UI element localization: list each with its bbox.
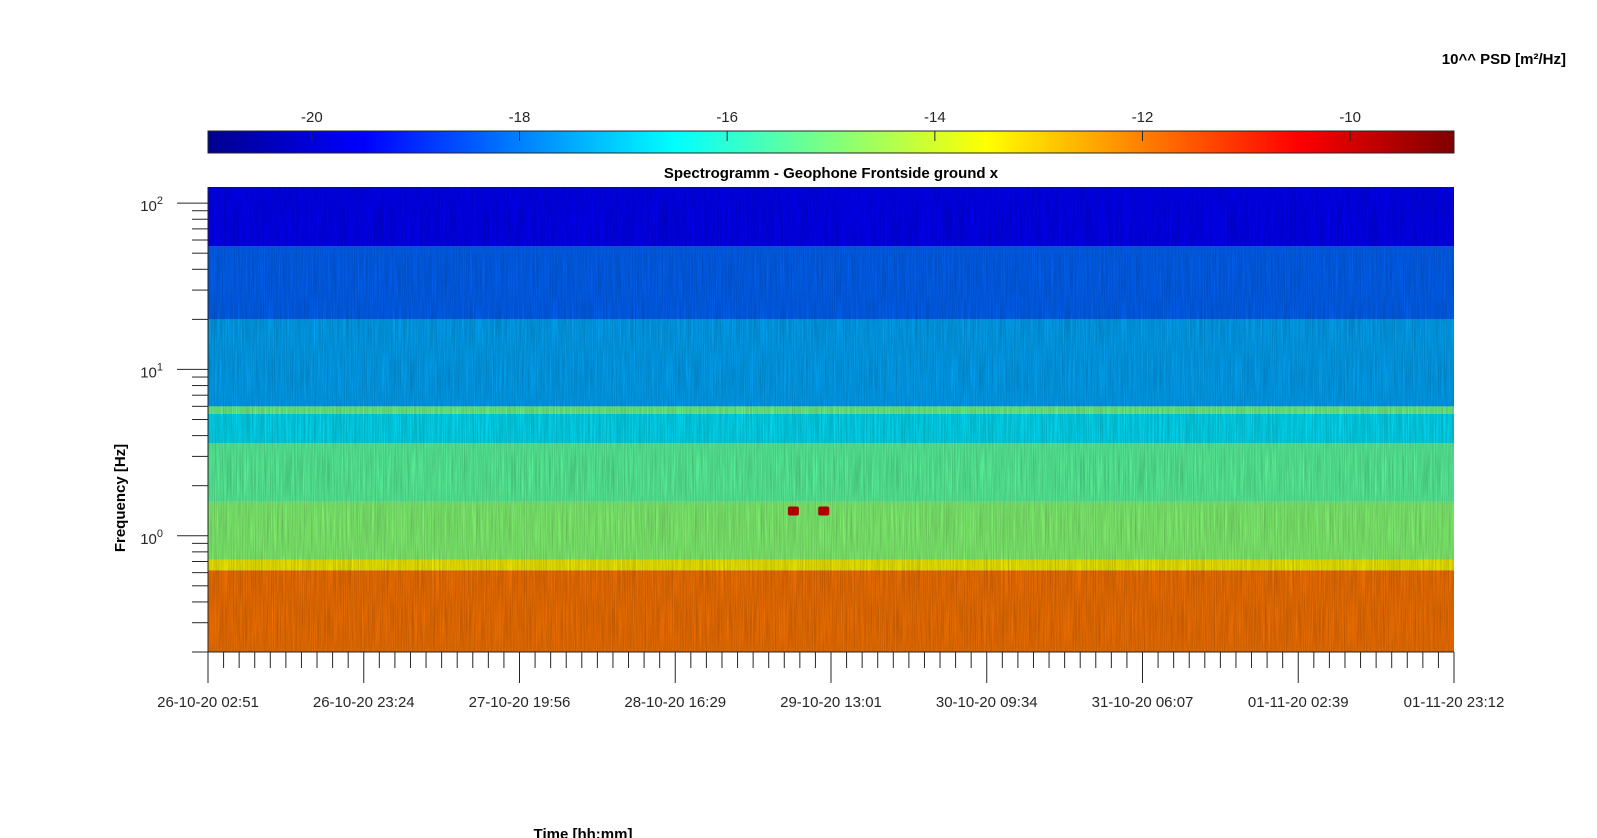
y-axis: 100 101 102 [140,187,209,653]
colorbar-tick-label: -10 [1339,109,1361,126]
x-tick-label: 01-11-20 23:12 [1404,694,1505,711]
x-tick-label: 01-11-20 02:39 [1248,694,1349,711]
x-axis: 26-10-20 02:51 26-10-20 23:24 27-10-20 19:… [157,651,1505,711]
colorbar-label: 10^^ PSD [m²/Hz] [1442,51,1566,68]
x-tick-label: 26-10-20 02:51 [157,694,259,711]
colorbar-tick-label: -14 [924,109,946,126]
spectrogram-texture [208,187,1454,652]
y-tick-label: 102 [140,195,163,215]
x-tick-label: 31-10-20 06:07 [1092,694,1194,711]
colorbar-tick-label: -20 [301,109,323,126]
colorbar-gradient [207,130,1455,154]
x-tick-label: 26-10-20 23:24 [313,694,415,711]
event-markers [787,506,830,516]
x-tick-label: 28-10-20 16:29 [624,694,726,711]
colorbar-tick-label: -12 [1132,109,1154,126]
colorbar-tick-label: -18 [509,109,531,126]
y-axis-label: Frequency [Hz] [112,444,129,552]
event-marker [787,506,799,516]
y-tick-label: 100 [140,528,163,548]
colorbar: -20 -18 -16 -14 -12 -10 10^^ PSD [m²/Hz] [207,51,1566,154]
chart-title: Spectrogramm - Geophone Frontside ground… [664,165,999,182]
x-axis-label: Time [hh:mm] [534,826,633,838]
x-tick-label: 27-10-20 19:56 [469,694,571,711]
event-marker [818,506,830,516]
y-tick-label: 101 [140,361,163,381]
plot-area: 26-10-20 02:51 26-10-20 23:24 27-10-20 19:… [140,187,1504,711]
x-tick-label: 30-10-20 09:34 [936,694,1038,711]
colorbar-ticks: -20 -18 -16 -14 -12 -10 [301,109,1361,141]
x-tick-label: 29-10-20 13:01 [780,694,882,711]
colorbar-tick-label: -16 [716,109,738,126]
